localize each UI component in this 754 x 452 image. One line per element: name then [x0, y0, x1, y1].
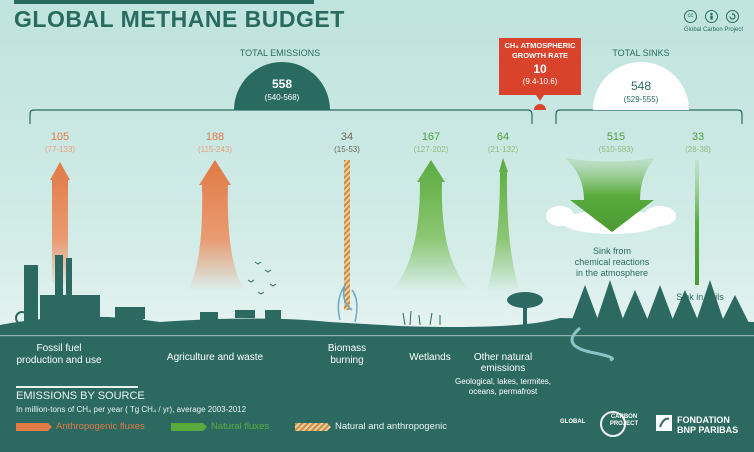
- growth-rate-range: (9.4-10.6): [522, 77, 558, 86]
- growth-rate-label: CH₄ ATMOSPHERIC GROWTH RATE: [504, 41, 576, 60]
- gcp-logo-icon: [600, 411, 626, 437]
- birds: [247, 261, 277, 295]
- wetland-plants: [402, 310, 441, 326]
- page-title: GLOBAL METHANE BUDGET: [14, 6, 345, 32]
- sink-soils-range: (28-38): [685, 145, 711, 154]
- legend-anthropogenic: Anthropogenic fluxes: [56, 421, 145, 432]
- agriculture-range: (115-243): [197, 145, 233, 154]
- sink-soils-value: 33: [691, 131, 705, 143]
- legend-swatch-mixed: [295, 423, 331, 431]
- share-alike-icon: [726, 10, 739, 23]
- wetlands-arrow: [392, 160, 470, 290]
- biomass-value: 34: [340, 131, 354, 143]
- forest: [570, 280, 750, 325]
- river: [570, 326, 614, 362]
- top-rule: [14, 0, 314, 4]
- wetlands-label: Wetlands: [409, 352, 451, 363]
- total-emissions-value: 558: [271, 77, 293, 91]
- legend-subtitle: In million-tons of CH₄ per year ( Tg CH₄…: [16, 405, 247, 414]
- growth-rate-box: [499, 38, 581, 95]
- cc-icon: cc: [684, 10, 697, 23]
- wetlands-value: 167: [421, 131, 441, 143]
- gcp-logo-text: CARBON PROJECT: [609, 414, 639, 427]
- sink-soils-label: Sink in soils: [676, 292, 724, 302]
- sink-chemical-value: 515: [606, 131, 626, 143]
- attribution-icon: [705, 10, 718, 23]
- sink-chemical-arrow: [565, 158, 655, 232]
- agriculture-arrow: [188, 160, 244, 290]
- legend-natural: Natural fluxes: [211, 421, 270, 432]
- biomass-arrow: [344, 160, 350, 310]
- fire: [337, 284, 358, 323]
- other-natural-range: (21-132): [487, 145, 519, 154]
- total-sinks-range: (529-555): [623, 95, 659, 104]
- tree: [507, 292, 543, 325]
- sinks-bracket: [555, 109, 743, 124]
- total-sinks-label: TOTAL SINKS: [612, 48, 670, 58]
- bnp-logo-icon: [656, 415, 672, 431]
- gcp-logo-text-left: GLOBAL: [560, 419, 586, 425]
- legend-mixed: Natural and anthropogenic: [335, 421, 447, 432]
- other-natural-arrow: [486, 158, 520, 292]
- sink-chemical-label: Sink from chemical reactions in the atmosp…: [574, 246, 650, 278]
- total-emissions-label: TOTAL EMISSIONS: [239, 48, 321, 58]
- ground: [0, 316, 754, 335]
- agriculture-value: 188: [205, 131, 225, 143]
- growth-rate-value: 10: [533, 62, 547, 76]
- total-sinks-value: 548: [630, 79, 652, 93]
- bnp-logo-text: FONDATION BNP PARIBAS: [677, 415, 739, 435]
- wetlands-range: (127-202): [413, 145, 449, 154]
- other-natural-value: 64: [496, 131, 510, 143]
- total-emissions-range: (540-568): [264, 93, 300, 102]
- fossil-value: 105: [50, 131, 70, 143]
- factory: [15, 255, 100, 325]
- legend-rule: [16, 386, 138, 388]
- emissions-bracket: [29, 109, 533, 124]
- other-natural-detail: Geological, lakes, termites, oceans, perm…: [454, 377, 552, 396]
- legend-swatch-natural: [171, 423, 207, 431]
- farm: [115, 307, 281, 326]
- agriculture-label: Agriculture and waste: [166, 352, 264, 363]
- sink-soils-arrow: [695, 160, 699, 285]
- legend-swatch-anthropogenic: [16, 423, 52, 431]
- emissions-dome: [234, 62, 330, 110]
- other-natural-label: Other natural emissions: [473, 352, 533, 374]
- biomass-label: Biomass burning: [327, 343, 367, 366]
- fossil-label: Fossil fuel production and use: [16, 343, 102, 366]
- fossil-range: (77-133): [44, 145, 76, 154]
- biomass-range: (15-53): [334, 145, 360, 154]
- sinks-dome: [593, 62, 689, 110]
- legend-title: EMISSIONS BY SOURCE: [16, 390, 145, 402]
- credit-text: Global Carbon Project: [684, 27, 744, 33]
- sink-chemical-range: (510-583): [598, 145, 634, 154]
